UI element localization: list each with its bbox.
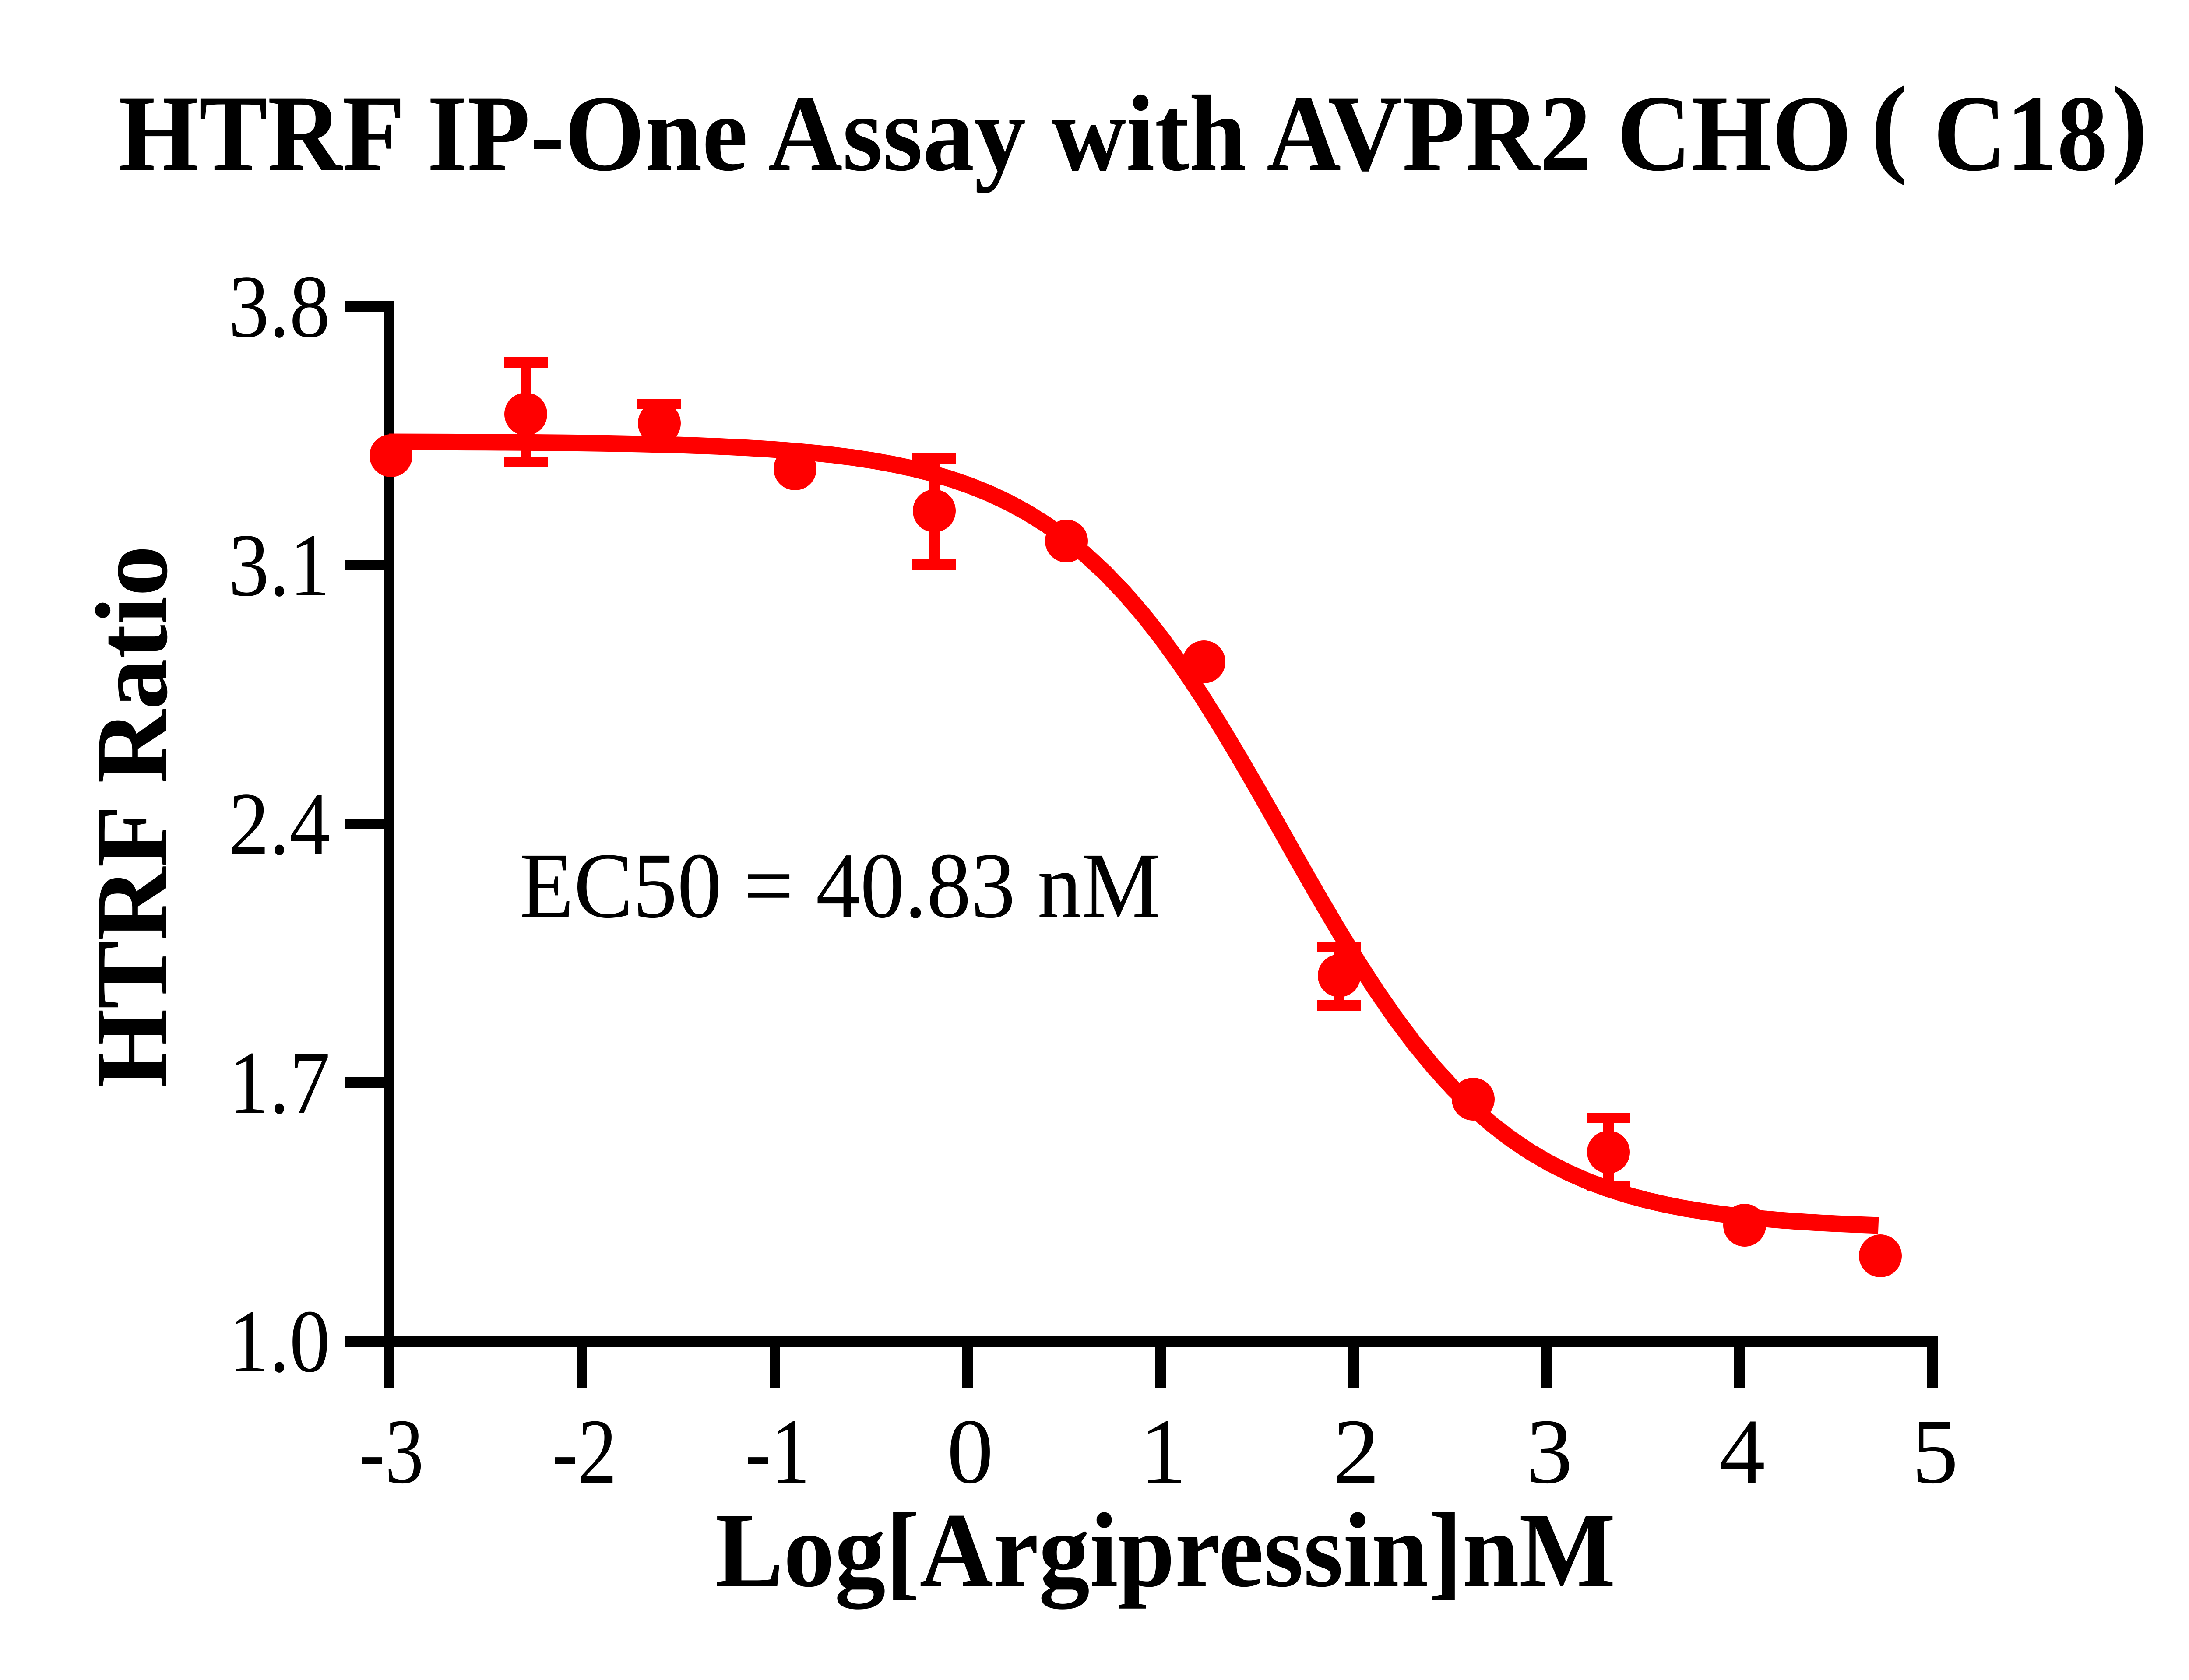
svg-text:3: 3 xyxy=(1526,1400,1573,1503)
svg-text:1: 1 xyxy=(1140,1400,1186,1503)
svg-text:-1: -1 xyxy=(745,1400,810,1503)
svg-text:3.1: 3.1 xyxy=(229,516,330,615)
svg-text:Log[Argipressin]nM: Log[Argipressin]nM xyxy=(715,1491,1615,1610)
svg-text:EC50 = 40.83 nM: EC50 = 40.83 nM xyxy=(520,834,1161,938)
svg-text:2.4: 2.4 xyxy=(229,774,330,874)
svg-text:): ) xyxy=(2111,63,2148,186)
svg-text:(: ( xyxy=(1871,63,1907,186)
svg-text:-3: -3 xyxy=(359,1400,424,1503)
svg-text:0: 0 xyxy=(947,1400,993,1503)
svg-text:1.0: 1.0 xyxy=(229,1292,330,1391)
svg-text:1.7: 1.7 xyxy=(229,1033,330,1132)
svg-text:HTRF Ratio: HTRF Ratio xyxy=(75,545,189,1088)
svg-text:4: 4 xyxy=(1719,1400,1765,1503)
svg-text:HTRF IP-One Assay with AVPR2 C: HTRF IP-One Assay with AVPR2 CHO xyxy=(119,73,1852,193)
svg-text:-2: -2 xyxy=(552,1400,617,1503)
svg-text:2: 2 xyxy=(1333,1400,1380,1503)
svg-text:5: 5 xyxy=(1912,1400,1958,1503)
svg-text:C18: C18 xyxy=(1933,73,2108,193)
svg-text:3.8: 3.8 xyxy=(229,257,330,356)
